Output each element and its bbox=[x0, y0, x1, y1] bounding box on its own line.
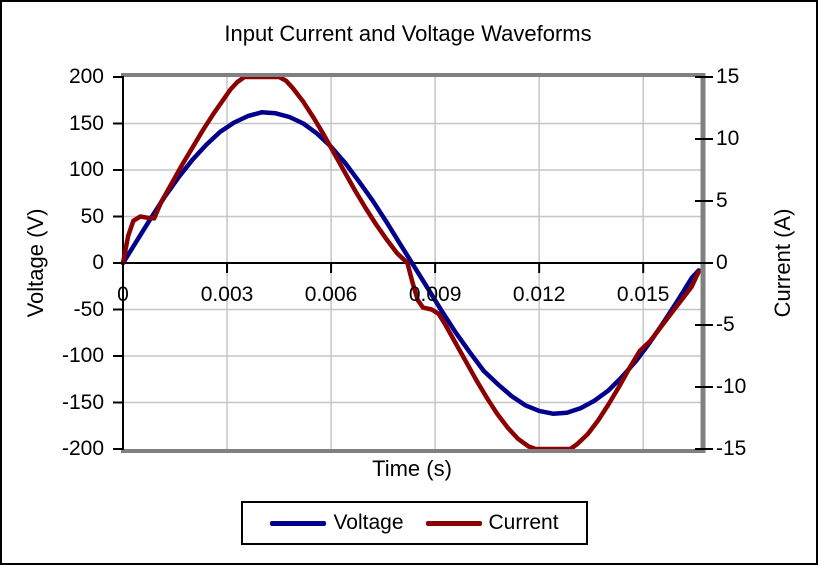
x-axis-tick-label: 0.003 bbox=[200, 283, 254, 306]
right-axis-tick-label: -15 bbox=[716, 437, 747, 460]
right-axis-tick-label: 15 bbox=[716, 65, 740, 88]
current-waveform-line bbox=[120, 74, 701, 452]
left-axis-tick-label: 0 bbox=[92, 251, 104, 274]
x-axis-title: Time (s) bbox=[372, 456, 452, 481]
left-axis-tick-label: 200 bbox=[68, 65, 104, 88]
right-axis-tick-label: 10 bbox=[716, 127, 740, 150]
legend-item-current: Current bbox=[425, 511, 559, 535]
right-axis-tick-label: -5 bbox=[716, 313, 735, 336]
right-axis-tick-label: 0 bbox=[716, 251, 728, 274]
left-axis-tick-label: -150 bbox=[61, 390, 104, 414]
current-line-swatch bbox=[425, 520, 482, 526]
left-axis-tick-label: 50 bbox=[80, 204, 104, 228]
legend-label-voltage: Voltage bbox=[333, 511, 404, 534]
left-axis-tick-label: -200 bbox=[61, 437, 104, 460]
x-axis-tick-label: 0.006 bbox=[304, 283, 358, 306]
legend-label-current: Current bbox=[488, 511, 559, 534]
left-axis-tick-label: 100 bbox=[68, 158, 104, 181]
left-axis-tick-label: 150 bbox=[68, 111, 104, 135]
x-axis-tick-label: 0.012 bbox=[512, 283, 566, 306]
legend: Voltage Current bbox=[241, 501, 588, 545]
left-axis-tick-label: -100 bbox=[61, 344, 104, 367]
x-axis-tick-label: 0.015 bbox=[616, 283, 670, 306]
chart-title: Input Current and Voltage Waveforms bbox=[224, 21, 592, 46]
left-axis-tick-label: -50 bbox=[73, 297, 104, 321]
right-axis-tick-label: -10 bbox=[716, 375, 747, 398]
voltage-waveform-line bbox=[120, 110, 701, 416]
right-axis-tick-label: 5 bbox=[716, 189, 728, 212]
legend-item-voltage: Voltage bbox=[270, 511, 404, 535]
voltage-line-swatch bbox=[270, 520, 327, 526]
x-axis-tick-label: 0 bbox=[117, 283, 129, 306]
x-axis-tick-label: 0.009 bbox=[408, 283, 462, 306]
